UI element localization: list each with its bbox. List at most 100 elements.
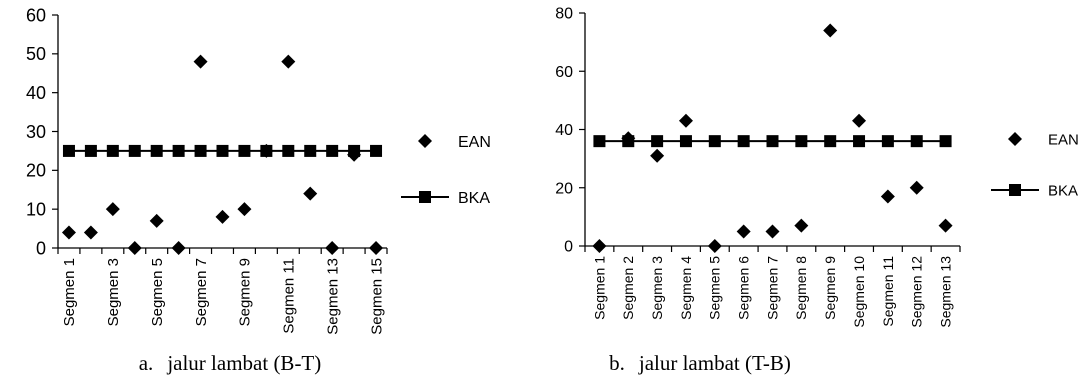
y-tick-label: 0 [36, 238, 46, 258]
data-point-bka [106, 144, 119, 157]
data-point-ean [303, 186, 318, 201]
x-tick-label: Segmen 4 [678, 256, 694, 320]
data-point-bka [84, 144, 97, 157]
x-tick-label: Segmen 12 [909, 256, 925, 328]
data-point-bka [795, 135, 808, 148]
data-point-ean [127, 241, 142, 255]
legend-marker-ean [418, 134, 432, 148]
data-point-ean [707, 239, 722, 253]
x-tick-label: Segmen 7 [764, 256, 780, 320]
data-point-ean [794, 218, 809, 233]
data-point-ean [678, 113, 693, 128]
y-tick-label: 40 [26, 83, 46, 103]
x-tick-label: Segmen 2 [620, 256, 636, 320]
legend-label-bka: BKA [1048, 182, 1078, 199]
legend-marker-ean [1008, 132, 1022, 146]
data-point-ean [105, 202, 120, 217]
data-point-bka [622, 135, 635, 148]
y-tick-label: 60 [555, 64, 573, 81]
data-point-bka [881, 135, 894, 148]
x-tick-label: Segmen 11 [281, 258, 298, 334]
y-tick-label: 40 [555, 122, 573, 139]
chart-2: 0 20 40 60 80 Segmen 1 Segmen 2 Segmen 3 Segmen … [555, 6, 1079, 375]
data-point-bka [62, 144, 75, 157]
data-point-ean [193, 54, 208, 69]
data-point-ean [592, 239, 607, 253]
data-point-ean [61, 225, 76, 240]
data-point-bka [708, 135, 721, 148]
x-tick-label: Segmen 7 [193, 258, 210, 326]
data-point-ean [852, 113, 867, 128]
data-point-bka [593, 135, 606, 148]
y-tick-label: 60 [26, 5, 46, 25]
x-tick-label: Segmen 13 [324, 258, 341, 335]
y-tick-label: 50 [26, 44, 46, 64]
x-tick-label: Segmen 8 [793, 256, 809, 320]
data-point-bka [939, 135, 952, 148]
data-point-bka [326, 144, 339, 157]
legend-marker-bka [419, 191, 431, 203]
caption-letter: a. [139, 351, 154, 375]
caption-letter: b. [609, 351, 625, 375]
data-point-bka [216, 144, 229, 157]
caption-text: jalur lambat (T-B) [638, 351, 791, 375]
x-tick-label: Segmen 15 [368, 258, 385, 335]
x-tick-label: Segmen 9 [822, 256, 838, 320]
x-tick-label: Segmen 9 [237, 258, 254, 326]
data-point-bka [194, 144, 207, 157]
data-point-bka [679, 135, 692, 148]
chart-caption: b. jalur lambat (T-B) [609, 351, 791, 375]
legend-label-ean: EAN [1048, 131, 1079, 148]
y-tick-label: 30 [26, 122, 46, 142]
chart-caption: a. jalur lambat (B-T) [139, 351, 322, 375]
data-point-bka [651, 135, 664, 148]
data-point-bka [348, 144, 361, 157]
data-point-bka [766, 135, 779, 148]
data-point-bka [172, 144, 185, 157]
y-tick-label: 10 [26, 199, 46, 219]
data-point-ean [281, 54, 296, 69]
y-tick-label: 20 [26, 161, 46, 181]
data-point-bka [824, 135, 837, 148]
x-tick-label: Segmen 3 [649, 256, 665, 320]
data-point-bka [128, 144, 141, 157]
y-tick-label: 0 [564, 239, 573, 256]
data-point-ean [765, 224, 780, 239]
data-point-ean [237, 202, 252, 217]
x-tick-label: Segmen 11 [880, 256, 896, 327]
x-tick-label: Segmen 6 [736, 256, 752, 320]
legend-label-bka: BKA [458, 190, 490, 207]
x-tick-label: Segmen 10 [851, 256, 867, 328]
data-point-bka [853, 135, 866, 148]
y-tick-label: 80 [555, 6, 573, 23]
y-tick-label: 20 [555, 180, 573, 197]
data-point-ean [823, 23, 838, 38]
data-point-ean [909, 180, 924, 195]
data-point-ean [171, 241, 186, 255]
data-point-ean [369, 241, 384, 255]
data-point-bka [282, 144, 295, 157]
data-point-bka [238, 144, 251, 157]
data-point-bka [304, 144, 317, 157]
data-point-bka [150, 144, 163, 157]
legend-label-ean: EAN [458, 134, 491, 151]
data-point-bka [260, 144, 273, 157]
x-tick-label: Segmen 3 [105, 258, 122, 326]
data-point-ean [325, 241, 340, 255]
data-point-ean [215, 209, 230, 224]
data-point-bka [737, 135, 750, 148]
data-point-ean [149, 213, 164, 228]
legend-marker-bka [1009, 184, 1021, 196]
data-point-ean [880, 189, 895, 204]
x-tick-label: Segmen 13 [937, 256, 953, 328]
x-tick-label: Segmen 1 [591, 256, 607, 320]
data-point-ean [83, 225, 98, 240]
x-tick-label: Segmen 5 [149, 258, 166, 326]
x-tick-label: Segmen 1 [61, 258, 78, 326]
caption-text: jalur lambat (B-T) [166, 351, 321, 375]
data-point-ean [650, 148, 665, 163]
data-point-ean [938, 218, 953, 233]
x-tick-label: Segmen 5 [707, 256, 723, 320]
chart-1: 0 10 20 30 40 50 60 Segmen 1 Segmen 3 Segmen 5 Seg… [26, 5, 491, 375]
